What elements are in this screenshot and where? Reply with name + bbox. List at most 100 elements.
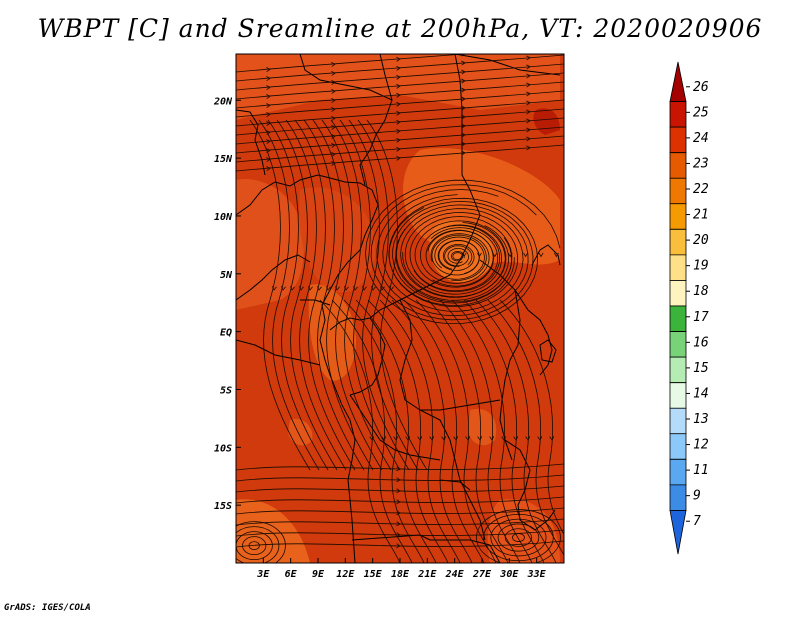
flow-arrow [461,54,466,57]
y-tick-label: EQ [220,328,232,339]
flow-arrow [461,96,466,102]
colorbar-label: 22 [693,182,709,197]
streamline [439,299,521,563]
flow-arrow [396,466,401,472]
streamline [236,529,564,537]
colorbar-label: 14 [693,386,709,401]
colorbar-segment [669,331,687,358]
x-tick-label: 12E [336,569,355,580]
streamline [413,225,501,293]
flow-arrow [331,115,336,121]
flow-arrow [331,142,336,148]
flow-arrow [526,64,531,70]
flow-arrow [266,103,271,109]
flow-arrow [461,60,466,66]
streamline [357,119,419,471]
flow-arrow [526,109,531,115]
y-tick-label: 10S [214,443,232,454]
flow-arrow [331,61,336,67]
streamline [431,234,487,281]
streamline [504,528,533,547]
flow-arrow [331,106,336,112]
colorbar-segment [669,177,687,205]
flow-arrow [553,252,559,258]
colorbar-segment [669,484,687,511]
streamline [236,463,564,471]
flow-arrow [393,436,399,441]
streamline [242,536,267,556]
colorbar-label: 7 [693,514,701,529]
streamline [463,299,545,563]
flow-arrow [441,436,447,441]
colorbar-segment [669,254,687,281]
streamline [303,119,365,471]
flow-arrow [523,252,529,258]
streamline [365,179,561,324]
flow-arrow [266,67,271,73]
colorbar-label: 17 [693,310,709,325]
streamline [497,523,540,552]
flow-arrow [396,110,401,116]
streamline [382,194,524,312]
streamline [267,119,329,471]
colorbar-segment [669,458,687,486]
flow-arrow [396,488,401,494]
flow-arrow [549,436,555,441]
flow-arrow [266,166,271,172]
y-tick-label: 5S [220,385,232,396]
colorbar-label: 11 [693,463,709,478]
x-tick-label: 24E [445,569,465,580]
flow-arrow [331,88,336,94]
streamline [512,533,525,542]
flow-arrow [526,127,531,133]
wbpt-shading [236,54,560,563]
flow-arrow [513,436,519,441]
flow-arrow [331,70,336,76]
flow-arrow [396,65,401,71]
streamline [451,299,533,563]
streamlines [236,54,564,563]
colorbar-label: 19 [693,259,709,274]
x-tick-label: 21E [417,569,437,580]
flow-arrow [526,82,531,88]
streamline [343,299,425,563]
x-tick-label: 33E [527,569,547,580]
flow-arrow [396,543,401,549]
x-tick-label: 27E [472,569,492,580]
colorbar-segment [669,382,687,409]
flow-arrow [308,286,313,291]
flow-arrow [272,286,277,291]
streamline [249,119,311,471]
flow-arrow [396,101,401,107]
flow-arrow [317,286,322,291]
x-tick-label: 15E [364,569,383,580]
flow-arrow [537,436,543,441]
streamline [490,518,547,557]
colorbar-segment [669,101,687,128]
streamline [285,119,347,471]
y-tick-label: 20N [213,96,233,107]
streamline [331,299,413,563]
flow-arrow [371,286,376,291]
flow-arrow [465,436,471,441]
streamline [236,474,564,482]
streamline [236,485,564,493]
flow-arrow [331,160,336,166]
colorbar-label: 24 [693,131,709,146]
streamline [427,299,509,563]
flow-arrow [526,100,531,106]
flow-arrow [461,105,466,111]
colorbar-label: 13 [693,412,709,427]
flow-arrow [331,97,336,103]
flow-arrow [396,499,401,505]
streamline [476,509,561,563]
flow-arrow [266,94,271,100]
colorbar-segment [669,280,687,307]
flow-arrow [331,151,336,157]
colorbar-label: 16 [693,335,709,350]
flow-arrow [525,436,531,441]
streamline [312,119,374,471]
flow-arrow [526,91,531,97]
